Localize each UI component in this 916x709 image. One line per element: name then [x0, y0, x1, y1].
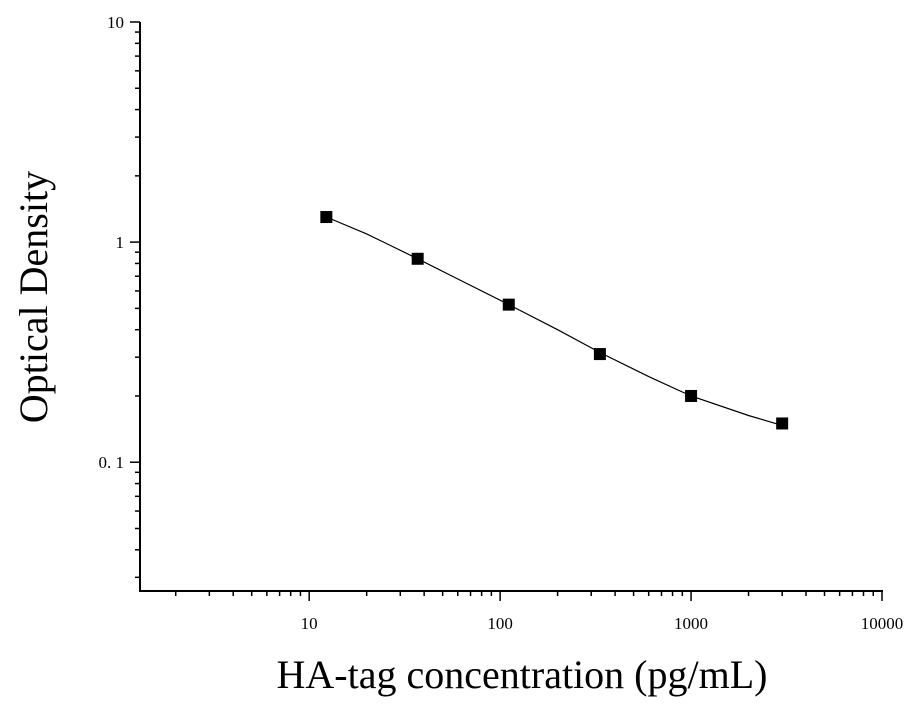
- x-tick-label: 1000: [674, 614, 708, 633]
- x-axis-title: HA-tag concentration (pg/mL): [277, 652, 768, 697]
- x-tick-label: 10: [301, 614, 318, 633]
- x-tick-label: 10000: [861, 614, 904, 633]
- ticks: [130, 21, 883, 601]
- y-tick-label: 0. 1: [99, 453, 125, 472]
- data-point: [502, 298, 515, 311]
- y-tick-label: 10: [107, 13, 124, 32]
- data-points: [320, 211, 789, 430]
- data-point: [593, 348, 606, 361]
- data-point: [776, 417, 789, 430]
- tick-labels: 10 100 1000 10000 0. 1 1 10: [99, 13, 904, 633]
- data-point: [685, 389, 698, 402]
- fit-curve: [326, 216, 783, 426]
- x-tick-label: 100: [487, 614, 513, 633]
- y-tick-label: 1: [116, 233, 125, 252]
- data-point: [320, 211, 333, 224]
- data-point: [411, 252, 424, 265]
- y-axis-title: Optical Density: [11, 171, 56, 423]
